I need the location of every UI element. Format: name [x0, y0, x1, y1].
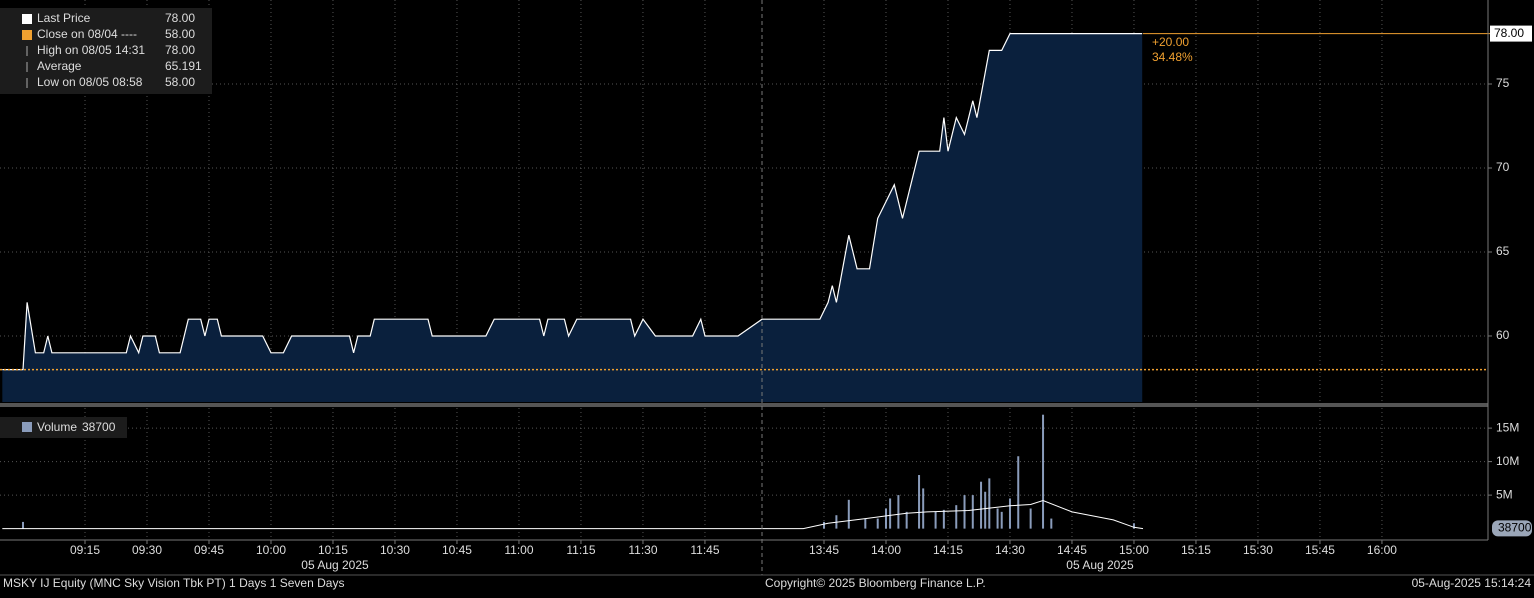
- x-tick-label: 13:45: [809, 543, 839, 557]
- price-line: [2, 33, 1143, 371]
- volume-bar: [1017, 456, 1020, 529]
- x-tick-label: 11:15: [566, 543, 595, 557]
- volume-bar: [980, 481, 983, 529]
- legend-name: Volume: [37, 420, 77, 434]
- legend-value: 78.00: [165, 11, 195, 25]
- volume-bar: [996, 508, 999, 529]
- volume-bar: [1132, 523, 1135, 529]
- volume-bar: [1029, 508, 1032, 529]
- legend-value: 78.00: [165, 43, 195, 57]
- legend-name: Last Price: [37, 11, 91, 25]
- x-tick-label: 14:30: [995, 543, 1025, 557]
- legend-name: Low on 08/05 08:58: [37, 75, 143, 89]
- legend-name: Average: [37, 59, 82, 73]
- volume-bar: [897, 495, 900, 529]
- volume-bar: [822, 521, 825, 529]
- legend-value: 58.00: [165, 27, 195, 41]
- legend-value: 58.00: [165, 75, 195, 89]
- x-tick-label: 09:45: [194, 543, 224, 557]
- y-tick-label: 10M: [1496, 454, 1519, 468]
- x-tick-label: 14:00: [871, 543, 901, 557]
- legend-name: High on 08/05 14:31: [37, 43, 145, 57]
- legend-value: 65.191: [165, 59, 202, 73]
- x-tick-label: 14:15: [933, 543, 963, 557]
- x-tick-label: 09:30: [132, 543, 162, 557]
- volume-bar: [876, 518, 879, 529]
- volume-bar: [942, 509, 945, 529]
- volume-bar: [922, 488, 925, 529]
- volume-bar: [918, 475, 921, 529]
- legend-swatch: [22, 14, 32, 24]
- x-tick-label: 11:00: [504, 543, 533, 557]
- legend-swatch: [22, 30, 32, 40]
- volume-bar: [963, 495, 966, 529]
- y-tick-label: 15M: [1496, 420, 1519, 434]
- volume-bar: [971, 495, 974, 529]
- last-tag: 38700: [1498, 521, 1532, 535]
- x-tick-label: 10:15: [318, 543, 348, 557]
- x-tick-label: 14:45: [1057, 543, 1087, 557]
- volume-average: [2, 499, 1144, 530]
- volume-bar: [889, 498, 892, 529]
- y-tick-label: 65: [1496, 244, 1510, 258]
- x-tick-label: 16:00: [1367, 543, 1397, 557]
- volume-bar: [984, 491, 987, 529]
- volume-bar: [905, 511, 908, 529]
- y-tick-label: 75: [1496, 76, 1510, 90]
- y-tick-label: 70: [1496, 160, 1510, 174]
- volume-bar: [988, 478, 991, 529]
- volume-bar: [1008, 498, 1011, 529]
- price-area: [2, 33, 1143, 402]
- date-label: 05 Aug 2025: [1066, 558, 1134, 572]
- x-tick-label: 10:45: [442, 543, 472, 557]
- annotation: +20.00: [1152, 35, 1189, 49]
- x-tick-label: 11:45: [690, 543, 719, 557]
- y-tick-label: 60: [1496, 328, 1510, 342]
- last-tag: 78.00: [1494, 26, 1524, 40]
- x-tick-label: 15:45: [1305, 543, 1335, 557]
- last-tag-box: [1490, 25, 1532, 42]
- volume-bar: [847, 499, 850, 529]
- plot: [0, 0, 1490, 538]
- volume-bar: [934, 511, 937, 529]
- annotation: 34.48%: [1152, 50, 1193, 64]
- legend-value: 38700: [82, 420, 116, 434]
- volume-bar: [1050, 518, 1053, 529]
- footer-right: 05-Aug-2025 15:14:24: [1412, 576, 1532, 590]
- footer-left: MSKY IJ Equity (MNC Sky Vision Tbk PT) 1…: [3, 576, 344, 590]
- x-tick-label: 15:30: [1243, 543, 1273, 557]
- legend-box: [0, 8, 212, 94]
- x-tick-label: 15:15: [1181, 543, 1211, 557]
- legend-name: Close on 08/04 ----: [37, 27, 137, 41]
- date-label: 05 Aug 2025: [301, 558, 369, 572]
- volume-bar: [1000, 511, 1003, 529]
- y-tick-label: 5M: [1496, 487, 1513, 501]
- last-tag-box: [1492, 520, 1532, 537]
- panel-separator: [0, 403, 1488, 407]
- volume-bar: [955, 505, 958, 529]
- legend-swatch: [22, 422, 32, 432]
- x-tick-label: 15:00: [1119, 543, 1149, 557]
- volume-bar: [1042, 414, 1045, 529]
- volume-bar: [864, 518, 867, 529]
- x-tick-label: 11:30: [628, 543, 657, 557]
- volume-bar: [884, 508, 887, 529]
- x-tick-label: 10:30: [380, 543, 410, 557]
- x-tick-label: 09:15: [70, 543, 100, 557]
- x-tick-label: 10:00: [256, 543, 286, 557]
- footer-center: Copyright© 2025 Bloomberg Finance L.P.: [765, 576, 986, 590]
- volume-bar: [22, 521, 25, 529]
